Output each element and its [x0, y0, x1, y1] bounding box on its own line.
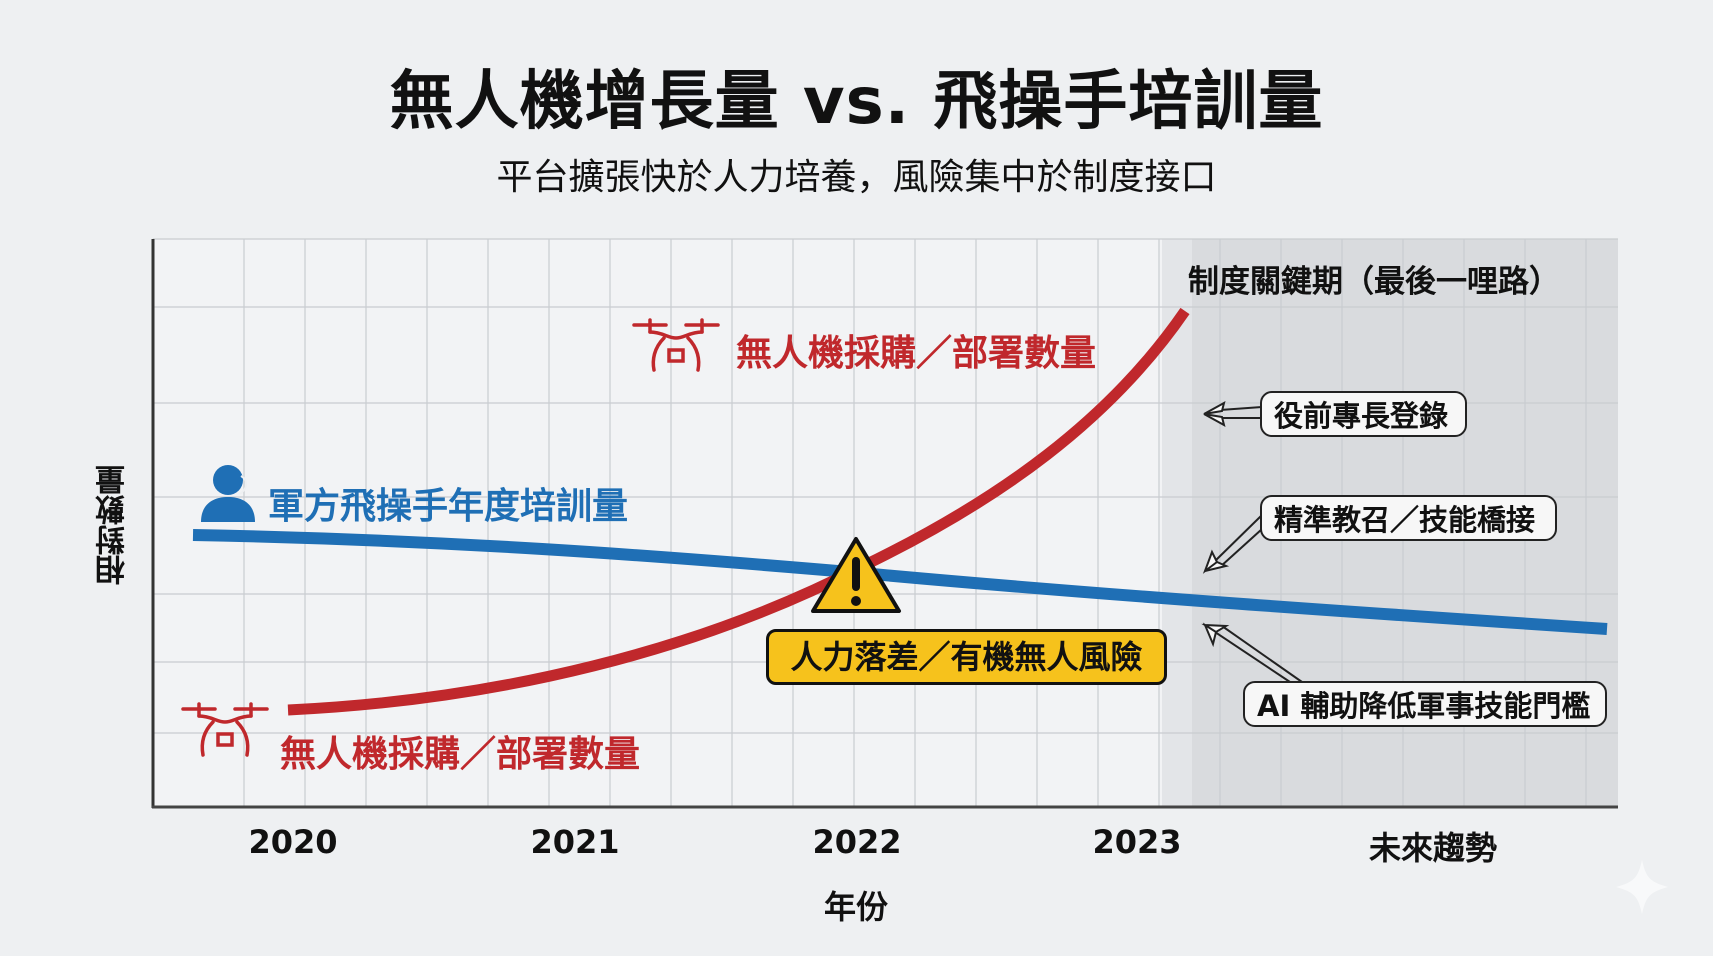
drone-series-label-lower: 無人機採購／部署數量: [280, 734, 641, 775]
callout-pre-service-registration: 役前專長登錄: [1260, 391, 1467, 437]
sparkle-icon: [1616, 860, 1668, 914]
drone-icon: [181, 702, 269, 757]
x-tick-2020: 2020: [248, 823, 338, 861]
pilot-series-label: 軍方飛操手年度培訓量: [268, 486, 629, 527]
drone-icon: [632, 318, 720, 372]
arrowhead-icon: [1203, 401, 1226, 427]
gap-risk-badge: 人力落差／有機無人風險: [766, 629, 1167, 685]
critical-period-label: 制度關鍵期（最後一哩路）: [1188, 264, 1560, 300]
callout-precision-recall-training: 精準教召／技能橋接: [1260, 495, 1557, 541]
x-tick-2022: 2022: [812, 823, 902, 861]
arrowhead-icon: [1201, 622, 1230, 648]
chart-title: 無人機增長量 vs. 飛操手培訓量: [389, 65, 1324, 139]
x-axis-label: 年份: [823, 888, 888, 926]
x-tick-future: 未來趨勢: [1368, 829, 1497, 867]
drone-series-label-upper: 無人機採購／部署數量: [736, 333, 1097, 374]
y-axis-label: 相對數量: [96, 465, 131, 585]
warning-triangle-icon: [811, 537, 901, 613]
x-tick-2021: 2021: [530, 823, 620, 861]
pilot-headset-icon: [201, 465, 255, 522]
callout-ai-assist: AI 輔助降低軍事技能門檻: [1243, 681, 1607, 727]
arrowhead-icon: [1202, 549, 1230, 574]
chart-subtitle: 平台擴張快於人力培養，風險集中於制度接口: [496, 157, 1217, 198]
x-tick-2023: 2023: [1092, 823, 1182, 861]
